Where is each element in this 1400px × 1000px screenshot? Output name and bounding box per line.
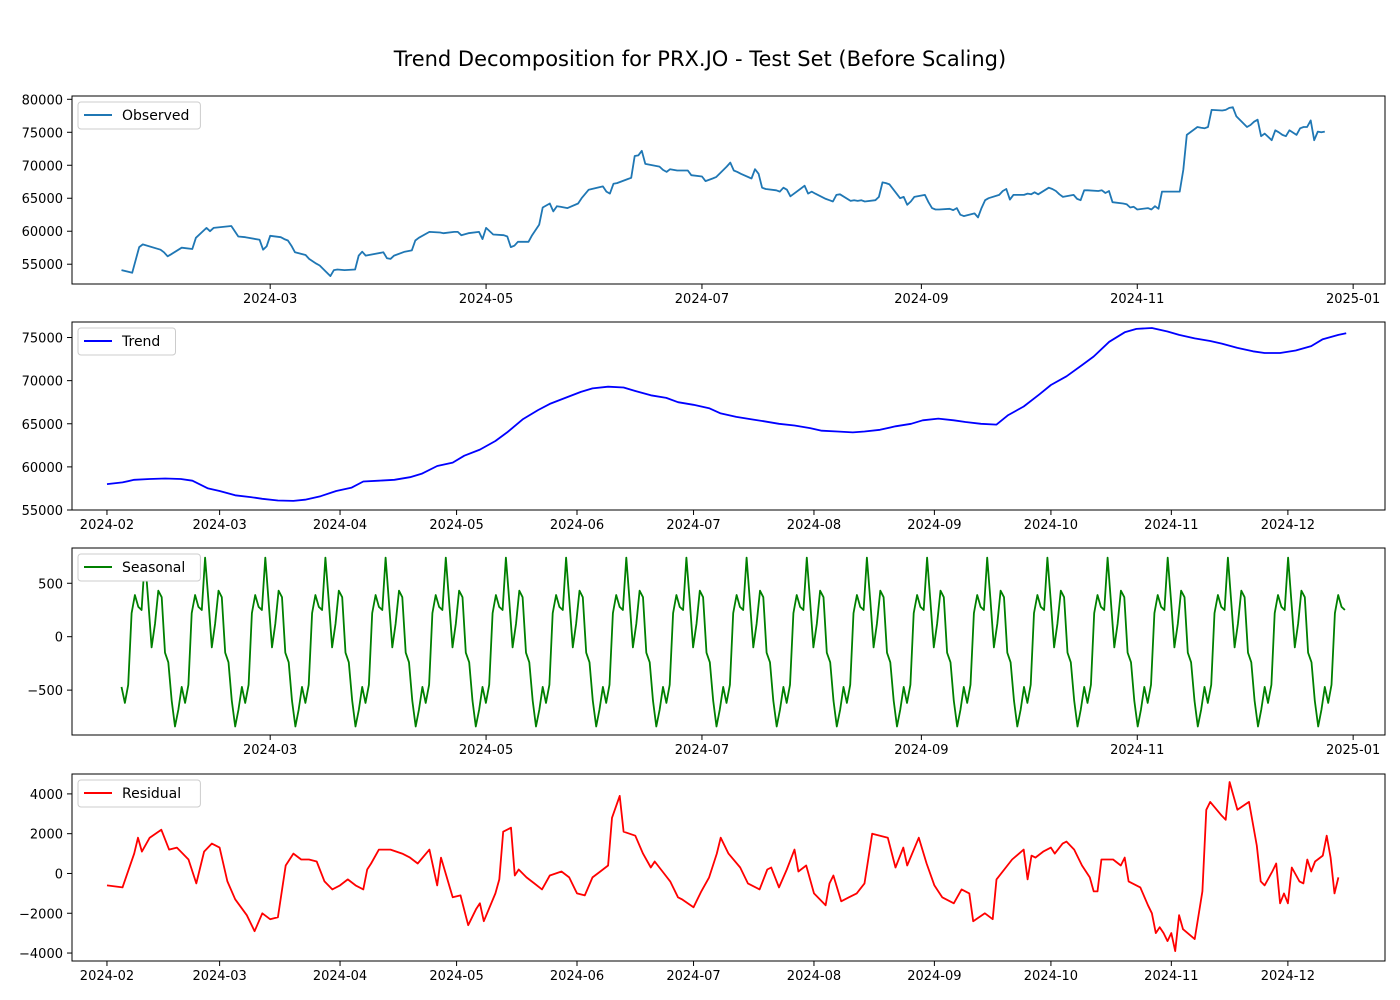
trend-legend: Trend <box>77 327 176 356</box>
residual-xtick-label: 2024-06 <box>550 969 604 984</box>
trend-xtick-label: 2024-08 <box>787 518 841 533</box>
observed-legend: Observed <box>77 101 201 130</box>
seasonal-xtick-label: 2024-03 <box>243 743 297 758</box>
observed-xtick-label: 2025-01 <box>1326 292 1380 307</box>
residual-ytick-label: 0 <box>55 867 63 882</box>
trend-legend-label: Trend <box>121 334 160 350</box>
residual-series-line <box>106 781 1340 952</box>
residual-xtick-label: 2024-08 <box>787 969 841 984</box>
residual-panel: −4000 −2000 0 2000 4000 2024-02 2024-03 2024-04… <box>19 773 1386 984</box>
trend-panel: 55000 60000 65000 70000 75000 2024-02 2024-03 2… <box>22 321 1386 533</box>
residual-xtick-label: 2024-10 <box>1024 969 1078 984</box>
seasonal-legend-box <box>77 553 201 582</box>
seasonal-xtick-label: 2024-11 <box>1110 743 1164 758</box>
residual-ytick-label: −4000 <box>19 947 63 962</box>
observed-ytick-label: 70000 <box>22 159 63 174</box>
residual-xtick-label: 2024-05 <box>429 969 483 984</box>
observed-ytick-label: 75000 <box>22 126 63 141</box>
seasonal-legend-label: Seasonal <box>122 560 185 576</box>
seasonal-axes-frame <box>71 547 1386 736</box>
residual-legend-label: Residual <box>122 786 181 802</box>
trend-xtick-label: 2024-12 <box>1261 518 1315 533</box>
trend-ytick-label: 65000 <box>22 418 63 433</box>
seasonal-legend: Seasonal <box>77 553 201 582</box>
residual-xtick-label: 2024-04 <box>313 969 367 984</box>
observed-ytick-label: 55000 <box>22 258 63 273</box>
observed-xtick-label: 2024-11 <box>1110 292 1164 307</box>
seasonal-xtick-label: 2025-01 <box>1326 743 1380 758</box>
observed-xtick-label: 2024-03 <box>243 292 297 307</box>
seasonal-xtick-label: 2024-05 <box>459 743 513 758</box>
trend-xtick-label: 2024-11 <box>1144 518 1198 533</box>
observed-legend-box <box>77 101 201 130</box>
residual-xtick-label: 2024-07 <box>666 969 720 984</box>
observed-ytick-label: 60000 <box>22 225 63 240</box>
observed-axes-frame <box>71 95 1386 285</box>
observed-xtick-label: 2024-07 <box>675 292 729 307</box>
trend-xtick-label: 2024-03 <box>192 518 246 533</box>
figure-title: Trend Decomposition for PRX.JO - Test Se… <box>393 47 1006 71</box>
seasonal-ytick-label: −500 <box>27 684 63 699</box>
trend-xtick-label: 2024-04 <box>313 518 367 533</box>
observed-xtick-label: 2024-09 <box>894 292 948 307</box>
residual-xtick-label: 2024-09 <box>907 969 961 984</box>
observed-legend-label: Observed <box>122 108 189 124</box>
observed-xtick-label: 2024-05 <box>459 292 513 307</box>
residual-ytick-label: 4000 <box>30 788 63 803</box>
trend-ytick-label: 60000 <box>22 461 63 476</box>
residual-ytick-label: 2000 <box>30 828 63 843</box>
residual-xtick-label: 2024-02 <box>80 969 134 984</box>
trend-xtick-label: 2024-09 <box>907 518 961 533</box>
residual-legend-box <box>77 779 201 808</box>
observed-panel: 55000 60000 65000 70000 75000 80000 2024-03 202… <box>22 93 1386 307</box>
trend-series-line <box>106 327 1347 502</box>
observed-series-line <box>121 106 1325 277</box>
seasonal-xtick-label: 2024-09 <box>894 743 948 758</box>
trend-xtick-label: 2024-06 <box>550 518 604 533</box>
trend-axes-frame <box>71 321 1386 511</box>
trend-ytick-label: 55000 <box>22 504 63 519</box>
residual-xtick-label: 2024-11 <box>1144 969 1198 984</box>
seasonal-ytick-label: 0 <box>55 631 63 646</box>
trend-ytick-label: 75000 <box>22 332 63 347</box>
observed-ytick-label: 80000 <box>22 93 63 108</box>
observed-ytick-label: 65000 <box>22 192 63 207</box>
residual-legend: Residual <box>77 779 201 808</box>
trend-xtick-label: 2024-02 <box>80 518 134 533</box>
trend-legend-box <box>77 327 176 356</box>
trend-xtick-label: 2024-05 <box>429 518 483 533</box>
trend-ytick-label: 70000 <box>22 375 63 390</box>
residual-xtick-label: 2024-12 <box>1261 969 1315 984</box>
trend-xtick-label: 2024-07 <box>666 518 720 533</box>
residual-ytick-label: −2000 <box>19 907 63 922</box>
seasonal-ytick-label: 500 <box>38 577 63 592</box>
seasonal-panel: −500 0 500 2024-03 2024-05 2024-07 2024-09 2024… <box>27 547 1386 758</box>
seasonal-series-line <box>120 556 1346 728</box>
residual-axes-frame <box>71 773 1386 962</box>
seasonal-xtick-label: 2024-07 <box>675 743 729 758</box>
trend-xtick-label: 2024-10 <box>1024 518 1078 533</box>
residual-xtick-label: 2024-03 <box>192 969 246 984</box>
